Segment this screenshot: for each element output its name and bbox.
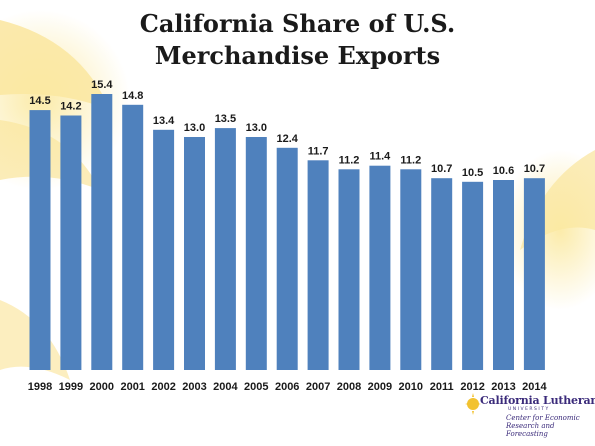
logo-university: UNIVERSITY — [508, 407, 550, 412]
x-tick-label-2007: 2007 — [306, 381, 330, 393]
bar-2006 — [276, 147, 298, 370]
sunburst-glow — [500, 150, 595, 310]
bar-2008 — [338, 169, 360, 370]
x-tick-label-1998: 1998 — [28, 381, 52, 393]
data-label-2004: 13.5 — [215, 113, 236, 125]
bar-1999 — [60, 115, 82, 370]
logo-center-text: Center for Economic Research and Forecas… — [506, 414, 580, 438]
bar-2005 — [245, 137, 267, 370]
x-tick-label-1999: 1999 — [59, 381, 83, 393]
data-label-2008: 11.2 — [339, 154, 360, 166]
sun-emblem-icon — [465, 393, 481, 415]
bar-1998 — [29, 110, 51, 370]
x-tick-label-2000: 2000 — [90, 381, 114, 393]
bar-2010 — [400, 169, 422, 370]
data-label-2009: 11.4 — [369, 151, 391, 163]
chart-title: California Share of U.S. Merchandise Exp… — [0, 8, 595, 72]
x-tick-label-2004: 2004 — [213, 381, 238, 393]
data-label-2007: 11.7 — [308, 145, 329, 157]
bar-2013 — [493, 180, 514, 370]
california-lutheran-logo: California Lutheran UNIVERSITY Center fo… — [464, 392, 595, 442]
x-tick-label-2003: 2003 — [182, 381, 206, 393]
title-line-2: Merchandise Exports — [154, 41, 441, 70]
data-label-2001: 14.8 — [122, 90, 143, 102]
data-label-1998: 14.5 — [29, 95, 50, 107]
bar-2007 — [307, 160, 329, 370]
logo-name: California Lutheran — [480, 394, 595, 407]
x-tick-label-2001: 2001 — [120, 381, 144, 393]
data-label-2006: 12.4 — [276, 133, 298, 145]
data-label-2002: 13.4 — [153, 115, 175, 127]
data-label-2005: 13.0 — [246, 122, 267, 134]
bar-2004 — [214, 128, 236, 370]
data-label-2003: 13.0 — [184, 122, 205, 134]
x-tick-label-2011: 2011 — [430, 381, 454, 393]
bar-2011 — [431, 178, 453, 370]
data-label-1999: 14.2 — [60, 101, 81, 113]
x-tick-label-2013: 2013 — [491, 381, 515, 393]
bar-2000 — [91, 94, 113, 370]
title-line-1: California Share of U.S. — [139, 9, 456, 38]
data-label-2013: 10.6 — [493, 165, 514, 177]
data-label-2011: 10.7 — [431, 163, 452, 175]
bar-2001 — [122, 104, 144, 371]
x-tick-label-2005: 2005 — [244, 381, 268, 393]
bar-2012 — [462, 181, 484, 370]
bar-2003 — [184, 137, 205, 370]
x-tick-label-2008: 2008 — [337, 381, 361, 393]
x-tick-label-2012: 2012 — [460, 381, 484, 393]
data-label-2014: 10.7 — [524, 163, 545, 175]
data-label-2010: 11.2 — [400, 154, 421, 166]
x-tick-label-2002: 2002 — [151, 381, 175, 393]
x-tick-label-2009: 2009 — [368, 381, 392, 393]
x-tick-label-2010: 2010 — [399, 381, 423, 393]
bar-2002 — [153, 129, 175, 370]
bar-2014 — [523, 178, 545, 370]
x-tick-label-2006: 2006 — [275, 381, 299, 393]
data-label-2000: 15.4 — [91, 79, 113, 91]
bar-2009 — [369, 165, 391, 370]
data-label-2012: 10.5 — [462, 167, 483, 179]
x-tick-label-2014: 2014 — [522, 381, 547, 393]
